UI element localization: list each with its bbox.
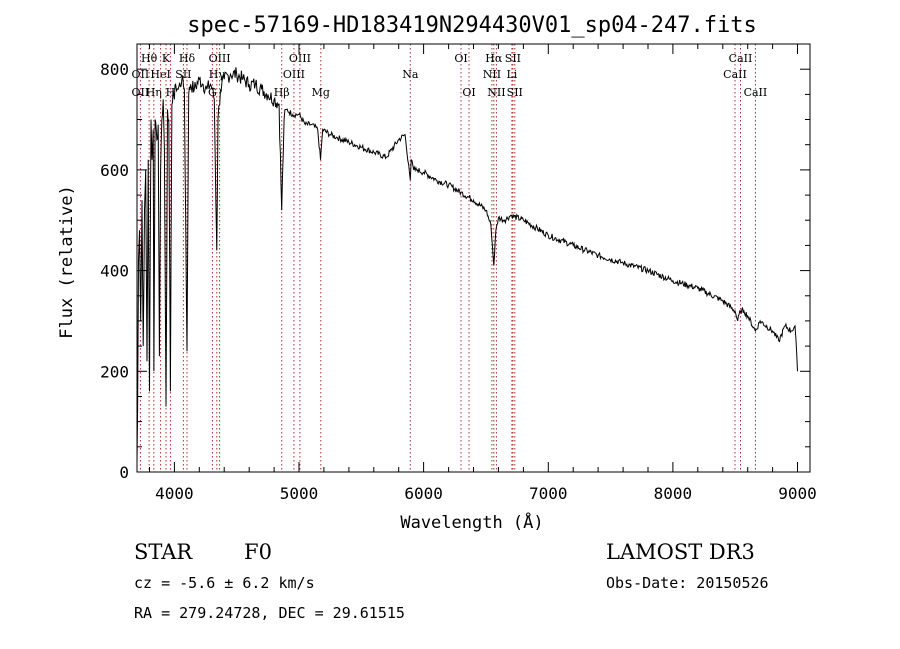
line-markers [139,44,756,472]
y-tick-label: 400 [100,262,129,281]
line-label: OIII [209,52,231,65]
line-label: Hα [485,52,503,65]
line-label: K [162,52,171,65]
y-tick-label: 600 [100,161,129,180]
line-label: SII [175,68,191,81]
x-tick-label: 6000 [404,484,443,503]
line-label: SII [505,52,521,65]
x-tick-label: 5000 [280,484,319,503]
y-tick-label: 200 [100,362,129,381]
line-label: NII [487,86,505,99]
x-tick-label: 7000 [529,484,568,503]
line-label: SII [507,86,523,99]
flux-series-line [136,67,798,462]
line-label: Na [402,68,419,81]
line-label: Hβ [274,86,290,99]
line-label: CaII [744,86,768,99]
x-axis: 4000 5000 6000 7000 8000 9000 [149,44,817,503]
x-tick-label: 8000 [654,484,693,503]
object-type: STAR [134,540,193,564]
line-label: CaII [723,68,747,81]
line-label: Hθ [141,52,158,65]
line-label: HeI [150,68,170,81]
spectral-class: F0 [244,540,272,564]
chart-title: spec-57169-HD183419N294430V01_sp04-247.f… [187,13,757,38]
line-label: Hδ [179,52,196,65]
y-tick-label: 0 [119,463,129,482]
survey-name: LAMOST DR3 [606,540,755,564]
line-label: OI [462,86,475,99]
coordinates: RA = 279.24728, DEC = 29.61515 [134,604,405,622]
observation-date: Obs-Date: 20150526 [606,574,769,592]
y-axis-label: Flux (relative) [57,185,77,339]
line-label: G [208,86,217,99]
y-tick-label: 800 [100,60,129,79]
plot-frame [136,43,811,473]
line-label: NII [483,68,501,81]
redshift-velocity: cz = -5.6 ± 6.2 km/s [134,574,315,592]
x-tick-label: 4000 [155,484,194,503]
line-label: CaII [729,52,753,65]
line-label: OI [454,52,467,65]
line-label: H [166,86,176,99]
y-axis: 0 200 400 600 800 [100,43,810,482]
x-tick-label: 9000 [778,484,817,503]
x-axis-label: Wavelength (Å) [400,511,543,533]
line-label: Hγ [209,68,226,81]
line-label: OIII [283,68,305,81]
line-label: Li [506,68,517,81]
line-label: OII [132,86,150,99]
line-label: OIII [289,52,311,65]
line-label: OII [132,68,150,81]
line-label: Hη [146,86,162,99]
line-label: Mg [312,86,330,99]
